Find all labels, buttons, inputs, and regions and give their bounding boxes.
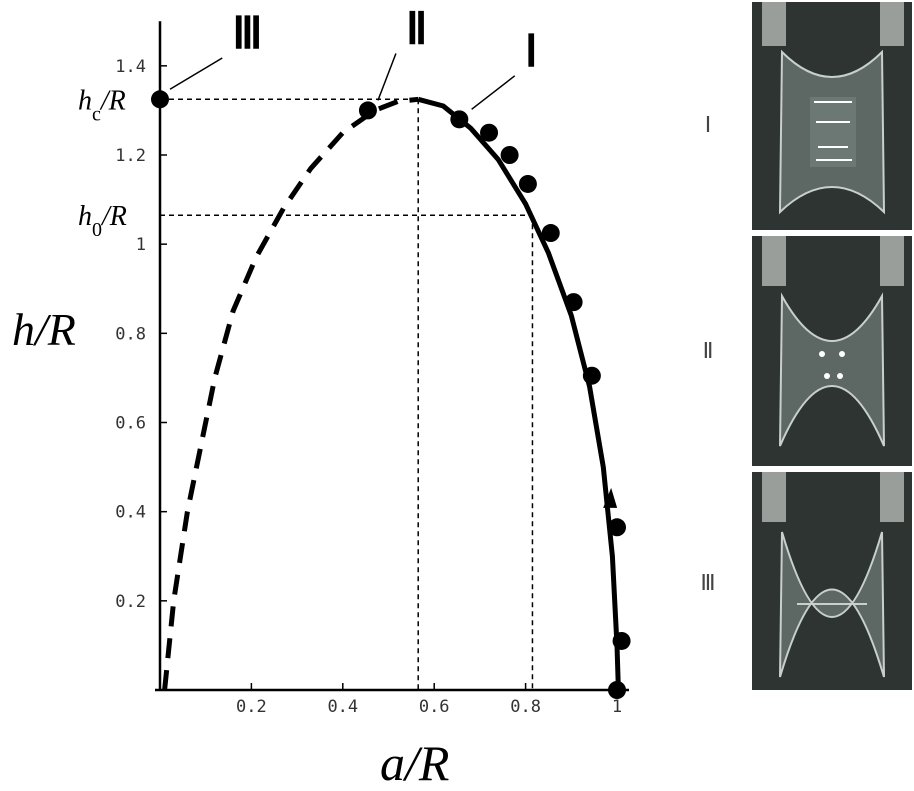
data-point	[608, 518, 626, 537]
photo-label-3: Ⅲ	[700, 570, 716, 595]
photo-label-2: Ⅱ	[702, 338, 714, 363]
y-tick-label: 1.2	[115, 146, 146, 166]
y-axis-label: h/R	[12, 304, 76, 355]
data-point	[500, 146, 519, 164]
y-ticks: 0.2 0.4 0.6 0.8 1 1.2 1.4	[115, 57, 167, 612]
data-point	[151, 90, 169, 109]
photo-1-drawing	[752, 2, 912, 230]
x-ticks: 0.2 0.4 0.6 0.8 1	[236, 683, 622, 717]
photo-state-1	[752, 2, 912, 230]
annotation-label: Ⅱ	[406, 5, 428, 54]
x-tick-label: 0.2	[236, 697, 267, 717]
clamp-left-icon	[762, 236, 786, 286]
data-point	[608, 681, 626, 699]
clamp-right-icon	[880, 236, 904, 286]
y-tick-label: 1.4	[115, 57, 146, 77]
y-tick-label: 0.2	[115, 592, 146, 612]
photo-2-drawing	[752, 236, 912, 466]
annotation-label: Ⅲ	[232, 9, 262, 58]
solid-curve	[417, 96, 621, 691]
dashed-curve	[162, 96, 419, 691]
annotation-leader-line	[169, 57, 223, 90]
data-point	[582, 366, 601, 385]
data-point	[541, 224, 560, 243]
photo-label-1: Ⅰ	[704, 112, 712, 137]
curves	[162, 96, 621, 691]
data-point	[480, 123, 499, 142]
y-tick-label: 0.6	[115, 414, 146, 434]
annotation-leader-line	[471, 75, 516, 110]
photo-state-3	[752, 472, 912, 690]
x-tick-label: 0.4	[327, 697, 358, 717]
clamp-right-icon	[880, 2, 904, 46]
direction-arrow-icon	[603, 487, 618, 508]
y-tick-label: 0.8	[115, 324, 146, 344]
clamp-left-icon	[762, 472, 786, 522]
data-point	[518, 174, 537, 193]
x-tick-label: 1	[612, 697, 622, 717]
data-markers	[151, 90, 631, 699]
photo-state-2	[752, 236, 912, 466]
reference-lines: hc/R h0/R	[78, 85, 534, 690]
annotations: Ⅲ Ⅱ Ⅰ	[169, 5, 538, 110]
data-point	[450, 110, 469, 129]
hc-label: hc/R	[78, 85, 126, 125]
photo-3-drawing	[752, 472, 912, 690]
y-tick-label: 1	[136, 235, 146, 255]
h0-label: h0/R	[78, 201, 127, 241]
annotation-label: Ⅰ	[525, 27, 538, 76]
y-tick-label: 0.4	[115, 503, 146, 523]
clamp-left-icon	[762, 2, 786, 46]
data-point	[358, 101, 377, 120]
clamp-right-icon	[880, 472, 904, 522]
x-tick-label: 0.6	[419, 697, 450, 717]
data-point	[612, 631, 631, 650]
x-tick-label: 0.8	[510, 697, 541, 717]
annotation-leader-line	[377, 53, 397, 101]
x-axis-label: a/R	[380, 735, 449, 791]
axes	[155, 21, 629, 692]
data-point	[564, 293, 583, 312]
